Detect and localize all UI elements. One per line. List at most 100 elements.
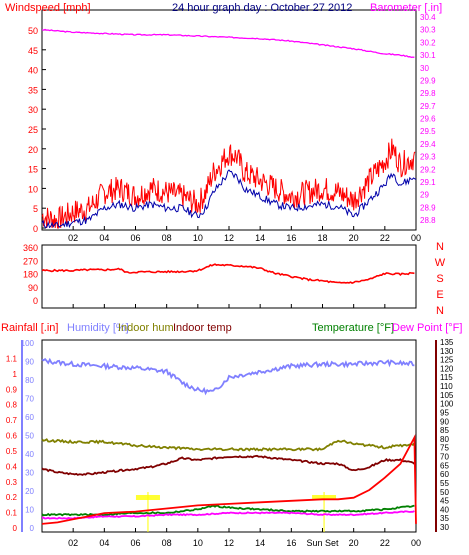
humidity-y-tick: 40 [25, 450, 34, 459]
rain-y-tick: 0.3 [6, 478, 18, 487]
temperature-legend: Temperature [°F] [312, 322, 394, 334]
temp-y-tick: 115 [440, 373, 453, 382]
wind-y-tick: 30 [28, 105, 38, 115]
indoor-temp-legend: Indoor temp [173, 322, 232, 334]
temp-y-tick: 55 [440, 479, 449, 488]
temp-y-tick: 30 [440, 523, 449, 532]
direction-y-tick: 360 [23, 243, 38, 253]
barometer-y-tick: 29.1 [420, 178, 436, 187]
rain-axis-title: Rainfall [.in] [1, 322, 58, 334]
barometer-y-tick: 30.3 [420, 26, 436, 35]
rain-y-tick: 0.4 [6, 462, 18, 471]
temp-y-tick: 125 [440, 356, 454, 365]
temp-y-tick: 60 [440, 470, 449, 479]
wind-x-tick: 00 [411, 233, 421, 243]
temp-x-tick: Sun Set [306, 538, 339, 548]
compass-label: S [436, 273, 443, 285]
temp-y-tick: 100 [440, 400, 454, 409]
humidity-y-tick: 20 [25, 487, 34, 496]
barometer-y-tick: 29.2 [420, 165, 436, 174]
temperature-line [41, 504, 415, 517]
barometer-y-tick: 29.6 [420, 115, 436, 124]
humidity-y-tick: 70 [25, 395, 34, 404]
humidity-y-tick: 30 [25, 469, 34, 478]
wind-x-tick: 20 [349, 233, 359, 243]
direction-frame [41, 244, 417, 309]
temp-y-tick: 40 [440, 505, 449, 514]
barometer-y-tick: 29.7 [420, 102, 436, 111]
barometer-y-tick: 29.9 [420, 76, 436, 85]
rain-y-tick: 0.8 [6, 401, 18, 410]
wind-y-tick: 35 [28, 85, 38, 95]
barometer-y-tick: 28.8 [420, 216, 436, 225]
temp-x-tick: 02 [68, 538, 78, 548]
chart-title: 24 hour graph day : October 27 2012 [172, 2, 352, 14]
humidity-y-tick: 50 [25, 432, 34, 441]
barometer-y-tick: 28.9 [420, 203, 436, 212]
direction-y-tick: 90 [28, 283, 38, 293]
wind-y-tick: 20 [28, 145, 38, 155]
avg-wind-line [41, 169, 417, 229]
temp-x-tick: 04 [99, 538, 109, 548]
wind-x-tick: 08 [162, 233, 172, 243]
barometer-y-tick: 30.2 [420, 38, 436, 47]
direction-y-tick: 270 [23, 256, 38, 266]
humidity-y-tick: 0 [30, 524, 35, 533]
temp-y-tick: 130 [440, 347, 454, 356]
barometer-y-tick: 30.1 [420, 51, 436, 60]
direction-y-tick: 180 [23, 270, 38, 280]
barometer-y-tick: 30.4 [420, 13, 436, 22]
wind-x-tick: 02 [68, 233, 78, 243]
sun-marker-band [312, 495, 337, 500]
compass-label: N [436, 305, 444, 317]
sun-marker-band [135, 495, 160, 500]
humidity-y-tick: 90 [25, 358, 34, 367]
temp-y-tick: 95 [440, 408, 449, 417]
temp-y-tick: 45 [440, 497, 449, 506]
wind-y-tick: 25 [28, 125, 38, 135]
rain-y-tick: 0.2 [6, 493, 18, 502]
barometer-y-tick: 29.3 [420, 153, 436, 162]
temp-x-tick: 22 [380, 538, 390, 548]
temp-y-tick: 90 [440, 417, 449, 426]
barometer-y-tick: 29.5 [420, 127, 436, 136]
wind-y-tick: 0 [33, 224, 38, 234]
wind-axis-title: Windspeed [mph] [5, 2, 91, 14]
rain-y-tick: 0.9 [6, 385, 18, 394]
wind-y-tick: 45 [28, 46, 38, 56]
indoor-hum-line [41, 438, 416, 452]
compass-label: E [436, 289, 443, 301]
rain-y-tick: 0.1 [6, 509, 18, 518]
indoor-temp-line [41, 454, 416, 476]
temp-x-tick: 08 [162, 538, 172, 548]
wind-y-tick: 15 [28, 165, 38, 175]
wind-x-tick: 22 [380, 233, 390, 243]
temp-y-tick: 85 [440, 426, 449, 435]
rain-y-tick: 1.1 [6, 354, 18, 363]
rain-y-tick: 0.6 [6, 432, 18, 441]
temp-y-tick: 105 [440, 391, 454, 400]
barometer-y-tick: 30 [420, 64, 429, 73]
wind-y-tick: 40 [28, 66, 38, 76]
rain-y-tick: 0 [13, 524, 18, 533]
wind-x-tick: 14 [255, 233, 265, 243]
rain-y-tick: 0.7 [6, 416, 18, 425]
wind-x-tick: 06 [130, 233, 140, 243]
wind-x-tick: 10 [193, 233, 203, 243]
direction-y-tick: 0 [33, 296, 38, 306]
temp-x-tick: 00 [411, 538, 421, 548]
humidity-line [41, 357, 415, 396]
rain-y-tick: 1 [13, 370, 18, 379]
chart-marks: 0510152025303540455028.828.92929.129.229… [6, 13, 454, 548]
gust-line [41, 138, 416, 229]
wind-x-tick: 18 [317, 233, 327, 243]
humidity-y-tick: 80 [25, 376, 34, 385]
humidity-y-tick: 60 [25, 413, 34, 422]
temp-y-tick: 50 [440, 488, 449, 497]
indoor-hum-legend: Indoor hum [118, 322, 174, 334]
temp-x-tick: 20 [349, 538, 359, 548]
temp-y-tick: 70 [440, 453, 449, 462]
rain-line [41, 434, 417, 525]
